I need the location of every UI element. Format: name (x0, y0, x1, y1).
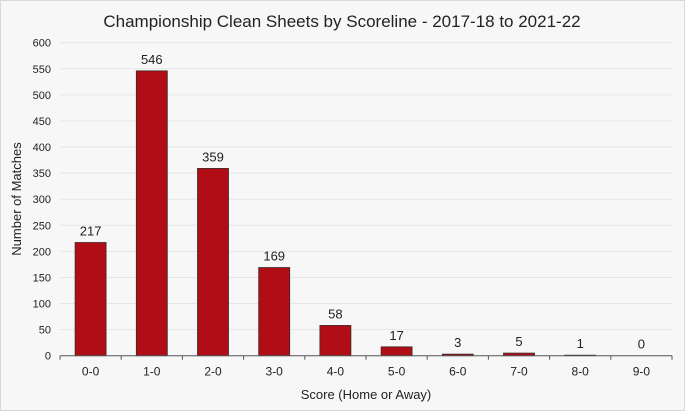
x-axis: 0-0 1-0 2-0 3-0 4-0 5-0 6-0 7-0 8-0 9-0 (59, 355, 673, 379)
y-tick-label: 600 (33, 38, 51, 50)
x-tick-label: 5-0 (388, 365, 406, 379)
y-tick-label: 250 (33, 220, 51, 232)
data-label-4-0: 58 (328, 306, 342, 321)
bar-1-0 (135, 70, 168, 357)
y-tick-label: 500 (33, 90, 51, 102)
y-tick-label: 150 (33, 272, 51, 284)
data-labels: 217 546 359 169 58 17 3 5 1 0 (80, 52, 645, 352)
y-tick-label: 200 (33, 246, 51, 258)
x-tick-label: 3-0 (266, 365, 284, 379)
y-tick-label: 0 (45, 351, 51, 363)
data-label-8-0: 1 (577, 336, 584, 351)
x-tick-label: 4-0 (327, 365, 345, 379)
y-tick-label: 400 (33, 142, 51, 154)
y-axis-label: Number of Matches (9, 142, 24, 256)
data-label-7-0: 5 (515, 334, 522, 349)
data-label-2-0: 359 (202, 149, 224, 164)
y-tick-label: 300 (33, 194, 51, 206)
x-tick-label: 8-0 (572, 365, 590, 379)
data-label-3-0: 169 (263, 249, 285, 264)
x-tick-label: 2-0 (204, 365, 222, 379)
bar-0-0 (74, 242, 107, 357)
y-tick-label: 450 (33, 116, 51, 128)
bar-4-0 (319, 325, 352, 357)
chart-title: Championship Clean Sheets by Scoreline -… (103, 12, 580, 31)
bars (74, 70, 597, 357)
data-label-0-0: 217 (80, 223, 102, 238)
y-tick-label: 50 (39, 325, 51, 337)
x-tick-label: 6-0 (449, 365, 467, 379)
x-axis-label: Score (Home or Away) (301, 387, 432, 402)
x-tick-label: 0-0 (82, 365, 100, 379)
x-tick-label: 7-0 (510, 365, 528, 379)
data-label-5-0: 17 (389, 328, 403, 343)
y-tick-label: 550 (33, 64, 51, 76)
bar-5-0 (380, 346, 413, 357)
data-label-6-0: 3 (454, 335, 461, 350)
bar-2-0 (197, 168, 229, 357)
bar-3-0 (258, 267, 291, 357)
x-tick-label: 1-0 (143, 365, 161, 379)
y-tick-label: 350 (33, 168, 51, 180)
y-tick-label: 100 (33, 299, 51, 311)
y-axis-ticks: 0 50 100 150 200 250 300 350 400 450 500 550 600 (33, 38, 51, 363)
data-label-1-0: 546 (141, 52, 163, 67)
data-label-9-0: 0 (638, 337, 645, 352)
x-tick-label: 9-0 (633, 365, 651, 379)
